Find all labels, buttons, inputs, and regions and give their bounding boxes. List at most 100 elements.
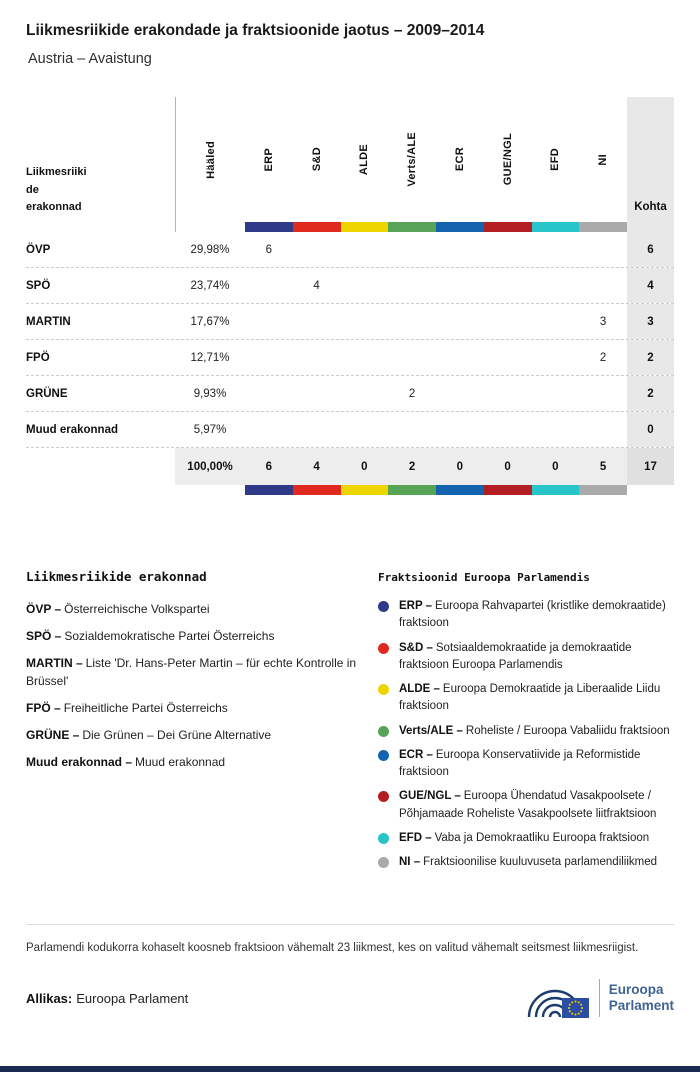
seats-cell (245, 340, 293, 375)
seats-cell (579, 232, 627, 267)
seats-cell (532, 340, 580, 375)
party-column-header: Liikmesriikide erakonnad (26, 166, 87, 214)
votes-value: 5,97% (193, 423, 227, 436)
votes-value: 9,93% (193, 387, 227, 400)
group-column-header: NI (597, 153, 610, 166)
group-color-bar (483, 222, 532, 232)
page-title: Liikmesriikide erakondade ja fraktsiooni… (26, 22, 485, 39)
group-color-dot (378, 857, 389, 868)
group-color-bar (531, 222, 580, 232)
table-row: Muud erakonnad 5,97% 0 (26, 412, 674, 448)
votes-value: 17,67% (190, 315, 230, 328)
seats-cell (245, 268, 293, 303)
group-column-header: S&D (310, 147, 323, 172)
group-legend-item: ECR – Euroopa Konservatiivide ja Reformis… (378, 747, 674, 782)
group-legend: Fraktsioonid Euroopa Parlamendis ERP – Eu… (378, 569, 674, 878)
group-color-bar (483, 485, 532, 495)
seats-cell (245, 376, 293, 411)
party-legend-item: ÖVP – Österreichische Volkspartei (26, 602, 210, 616)
european-parliament-logo: Euroopa Parlament (524, 976, 674, 1020)
group-color-dot (378, 642, 389, 654)
seats-cell (484, 376, 532, 411)
table-row: MARTIN 17,67% 3 3 (26, 304, 674, 340)
seats-total-cell: 4 (292, 448, 341, 485)
table-row: FPÖ 12,71% 2 2 (26, 340, 674, 376)
group-column-header: GUE/NGL (501, 133, 514, 186)
seats-cell (293, 340, 341, 375)
votes-total: 100,00% (175, 448, 245, 485)
group-color-dot (378, 832, 389, 844)
group-color-dot (378, 791, 389, 803)
group-color-bar (436, 485, 484, 495)
votes-value: 12,71% (190, 351, 230, 364)
seats-total-cell: 0 (531, 448, 580, 485)
seats-cell (388, 232, 436, 267)
party-name: GRÜNE (26, 387, 68, 400)
party-legend-item: GRÜNE – Die Grünen – Dei Grüne Alternativ… (26, 728, 272, 742)
table-row: GRÜNE 9,93% 2 2 (26, 376, 674, 412)
total-seats-cell: 6 (627, 232, 674, 267)
group-colorbar-row-top (26, 222, 674, 232)
group-column-header: ECR (453, 147, 466, 172)
group-colorbar-row-bottom (26, 485, 674, 495)
table-row: ÖVP 29,98% 6 6 (26, 232, 674, 268)
group-legend-title: Fraktsioonid Euroopa Parlamendis (378, 571, 590, 584)
group-legend-item: NI – Fraktsioonilise kuuluvuseta parlamen… (378, 854, 674, 871)
party-legend-item: SPÖ – Sozialdemokratische Partei Österrei… (26, 629, 275, 643)
seats-total-cell: 0 (436, 448, 484, 485)
seats-cell: 4 (313, 279, 320, 292)
footnote: Parlamendi kodukorra kohaselt koosneb fr… (26, 924, 674, 958)
seats-cell (388, 268, 436, 303)
seats-cell (484, 268, 532, 303)
seats-total-cell: 2 (388, 448, 436, 485)
seats-cell (341, 268, 389, 303)
ep-hemicycle-icon (527, 990, 589, 1019)
group-color-bar (436, 222, 484, 232)
source-label: Allikas: (26, 990, 73, 1006)
group-color-bar (340, 222, 389, 232)
votes-column-header: Hääled (175, 97, 245, 222)
seats-cell: 2 (408, 387, 416, 400)
seats-cell (388, 412, 436, 447)
grand-total-cell: 17 (627, 448, 674, 485)
seats-cell (579, 268, 627, 303)
total-seats-cell: 4 (627, 268, 674, 303)
total-seats-cell: 3 (627, 304, 674, 339)
seats-cell: 6 (265, 243, 273, 256)
seats-cell (341, 340, 389, 375)
seats-cell (484, 232, 532, 267)
group-legend-item: S&D – Sotsiaaldemokraatide ja demokraatid… (378, 640, 674, 675)
votes-value: 29,98% (190, 243, 230, 256)
party-name: FPÖ (26, 351, 50, 364)
table-header-row: Liikmesriikide erakonnad Hääled ERP S&D … (26, 97, 674, 222)
group-color-bar (531, 485, 580, 495)
group-color-bar (388, 485, 436, 495)
seats-cell (484, 340, 532, 375)
seats-column-header: Kohta (627, 97, 674, 222)
seats-cell (245, 412, 293, 447)
seats-cell (293, 376, 341, 411)
seats-table: Liikmesriikide erakonnad Hääled ERP S&D … (26, 97, 674, 495)
seats-cell (436, 412, 484, 447)
seats-cell (436, 232, 484, 267)
logo-wordmark: Euroopa Parlament (608, 981, 674, 1014)
total-seats-cell: 2 (627, 340, 674, 375)
seats-cell (579, 412, 627, 447)
group-column-header: EFD (549, 148, 562, 171)
group-legend-item: ALDE – Euroopa Demokraatide ja Liberaalid… (378, 681, 674, 716)
seats-cell (436, 376, 484, 411)
seats-cell (532, 304, 580, 339)
page-subtitle: Austria – Avaistung (28, 51, 152, 67)
party-name: SPÖ (26, 279, 51, 292)
bottom-navy-bar (0, 1066, 700, 1072)
seats-cell (341, 412, 389, 447)
group-legend-item: EFD – Vaba ja Demokraatliku Euroopa frakt… (378, 830, 674, 847)
seats-total-cell: 5 (579, 448, 627, 485)
seats-cell (341, 232, 389, 267)
party-name: MARTIN (26, 315, 71, 328)
seats-cell (245, 304, 293, 339)
seats-cell: 2 (599, 351, 607, 364)
group-color-bar (388, 222, 436, 232)
group-color-dot (378, 749, 389, 761)
seats-cell (293, 304, 341, 339)
